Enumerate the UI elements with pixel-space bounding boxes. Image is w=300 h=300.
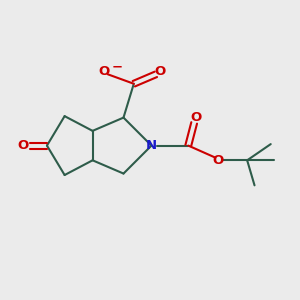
Text: O: O — [212, 154, 223, 167]
Text: O: O — [190, 111, 201, 124]
Text: N: N — [146, 139, 157, 152]
Text: O: O — [18, 139, 29, 152]
Text: O: O — [99, 65, 110, 79]
Text: O: O — [155, 65, 166, 79]
Text: −: − — [111, 60, 122, 73]
